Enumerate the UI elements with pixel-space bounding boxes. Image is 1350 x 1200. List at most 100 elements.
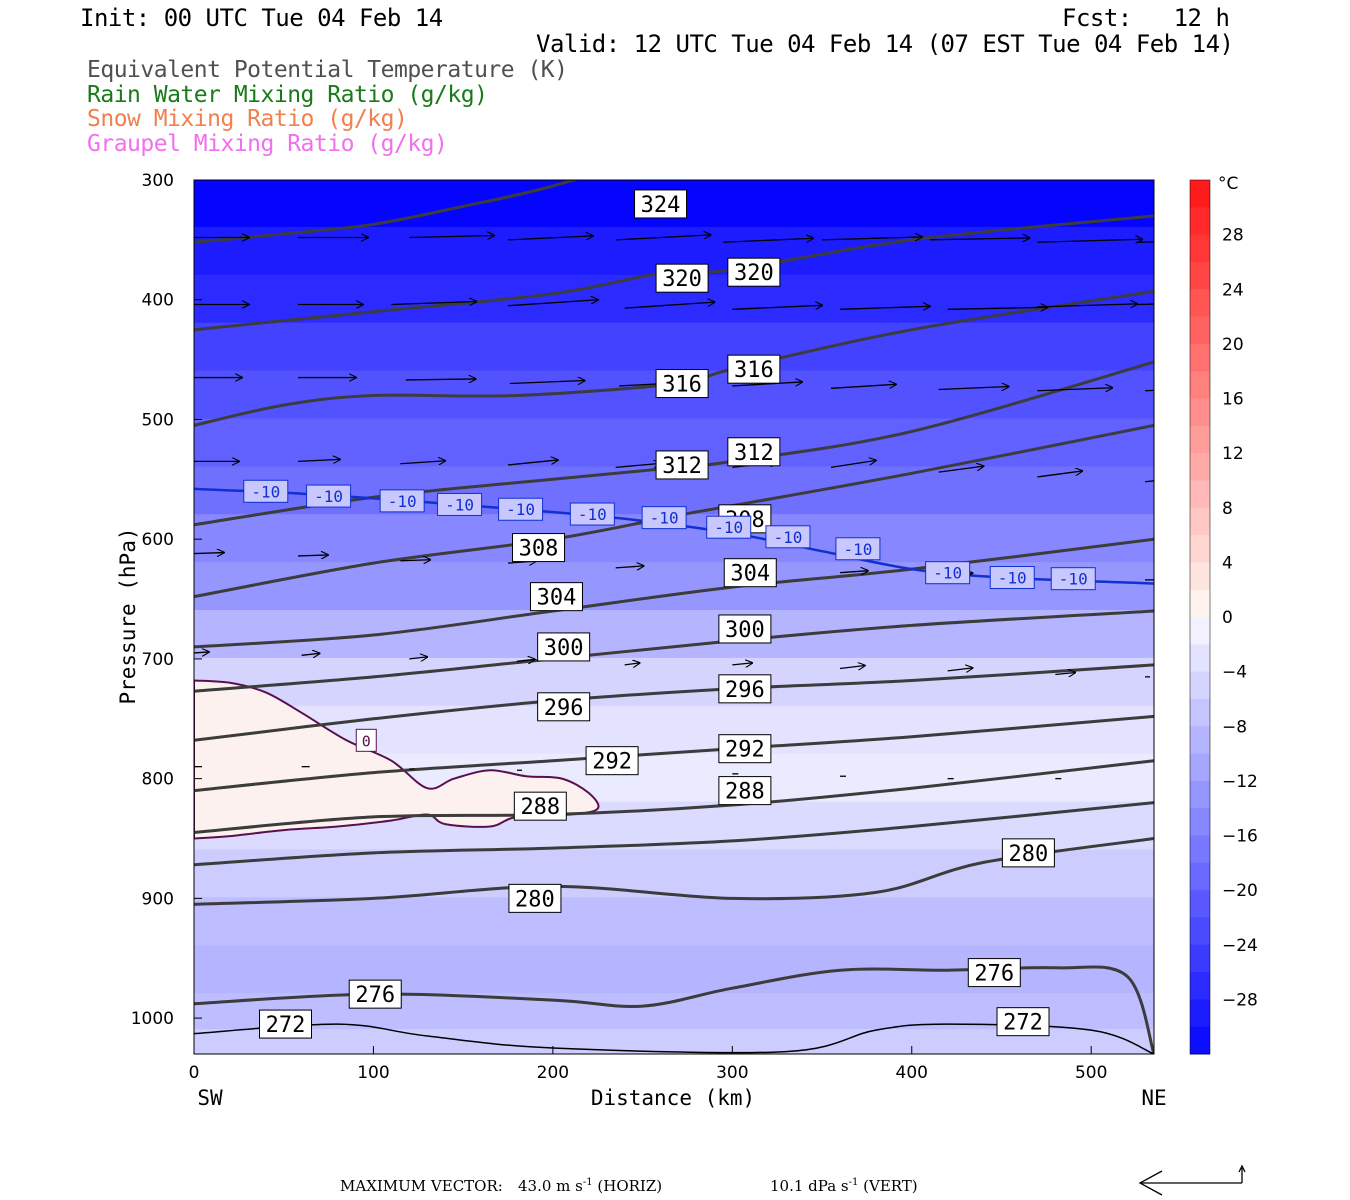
- reference-vector-icon: [1138, 1164, 1246, 1196]
- wind-vector: [615, 463, 661, 468]
- isotherm-label: -10: [445, 495, 474, 514]
- wind-vector: [1037, 388, 1112, 391]
- colorbar-swatch: [1190, 371, 1210, 399]
- x-right-label: NE: [1141, 1086, 1166, 1110]
- wind-vector: [822, 237, 922, 240]
- isotherm-label-box: [765, 525, 811, 549]
- colorbar-unit: °C: [1218, 174, 1238, 194]
- theta-e-label-box: [537, 632, 591, 662]
- colorbar: 28 24 20 16 12 8 4 0 −4 −8 −12 −16 −20 −24 −28: [1189, 179, 1258, 1055]
- isotherm-label-box: [835, 537, 881, 561]
- wind-vector: [1037, 471, 1082, 478]
- theta-e-label-box: [718, 674, 772, 704]
- forecast-hour: Fcst: 12 h: [1062, 4, 1230, 32]
- temperature-band: [194, 1029, 1154, 1054]
- y-tick-label: 700: [142, 650, 174, 670]
- theta-e-label-box: [655, 263, 709, 293]
- colorbar-swatch: [1190, 753, 1210, 782]
- wind-vector: [1037, 304, 1137, 307]
- wind-vector: [1055, 672, 1075, 674]
- colorbar-tick-label: −16: [1222, 827, 1258, 847]
- theta-e-label: 288: [725, 780, 765, 805]
- wind-vector: [400, 560, 430, 561]
- theta-e-label: 316: [734, 358, 774, 383]
- colorbar-swatch: [1190, 316, 1210, 345]
- wind-vector: [400, 461, 445, 464]
- temperature-band: [194, 849, 1154, 900]
- colorbar-tick-label: 16: [1222, 390, 1244, 410]
- wind-vector: [405, 379, 476, 380]
- colorbar-swatch: [1190, 180, 1210, 208]
- axes: 0 100 200 300 400 500 300 400 500 600 700 800 900 100…: [131, 171, 1108, 1083]
- theta-e-label-box: [259, 1009, 313, 1039]
- wind-vector: [947, 668, 973, 671]
- theta-e-label: 292: [725, 738, 765, 763]
- isotherm-label: -10: [314, 487, 343, 506]
- wind-vector: [1037, 239, 1142, 242]
- x-tick-label: 500: [1075, 1063, 1107, 1083]
- colorbar-swatch: [1190, 589, 1210, 618]
- theta-e-label: 304: [730, 562, 770, 587]
- wind-vector: [1144, 480, 1154, 483]
- wind-vector: [507, 460, 558, 466]
- colorbar-tick-label: −8: [1222, 717, 1247, 737]
- theta-e-label: 324: [641, 193, 681, 218]
- x-tick-label: 300: [716, 1063, 748, 1083]
- max-vector-vertical: 10.1 dPa s-1 (VERT): [770, 1177, 918, 1195]
- init-time: Init: 00 UTC Tue 04 Feb 14: [80, 4, 443, 32]
- theta-e-contour-284: [194, 801, 1154, 867]
- wind-vector: [624, 302, 715, 309]
- theta-e-label-box: [727, 257, 781, 287]
- y-tick-label: 600: [142, 530, 174, 550]
- y-tick-label: 300: [142, 171, 174, 191]
- wind-vector: [507, 236, 593, 241]
- temperature-band: [194, 897, 1154, 948]
- colorbar-swatch: [1190, 425, 1210, 454]
- isotherm-label: -10: [998, 568, 1027, 587]
- colorbar-swatch: [1190, 617, 1210, 645]
- isotherm-label-box: [498, 497, 544, 521]
- theta-e-label: 300: [725, 618, 765, 643]
- wind-vector: [615, 235, 711, 241]
- colorbar-swatch: [1190, 780, 1210, 809]
- variable-label-rain: Rain Water Mixing Ratio (g/kg): [87, 82, 488, 108]
- colorbar-tick-label: 28: [1222, 226, 1244, 246]
- wind-vector: [298, 459, 340, 461]
- theta-e-label-box: [718, 776, 772, 806]
- theta-e-contour-296: [194, 663, 1154, 742]
- wind-vector: [732, 663, 752, 665]
- wind-vector: [391, 302, 476, 305]
- colorbar-tick-label: 12: [1222, 444, 1244, 464]
- x-axis-title: Distance (km): [591, 1086, 755, 1110]
- theta-e-label-box: [996, 1007, 1050, 1037]
- isotherm-label: -10: [388, 492, 417, 511]
- variable-label-theta-e: Equivalent Potential Temperature (K): [87, 57, 568, 83]
- colorbar-tick-label: 20: [1222, 335, 1244, 355]
- theta-e-label-box: [1001, 838, 1055, 868]
- colorbar-tick-label: −24: [1222, 936, 1258, 956]
- theta-e-label-box: [348, 979, 402, 1009]
- colorbar-swatch: [1190, 453, 1210, 481]
- colorbar-swatch: [1190, 862, 1210, 891]
- colorbar-swatch: [1190, 562, 1210, 591]
- temperature-band: [194, 322, 1154, 373]
- x-left-label: SW: [197, 1086, 223, 1110]
- wind-vector: [516, 659, 535, 661]
- isotherm-label-box: [243, 479, 289, 503]
- wind-vector: [615, 566, 644, 568]
- y-tick-label: 500: [142, 410, 174, 430]
- colorbar-swatch: [1190, 835, 1210, 864]
- theta-e-label-box: [723, 558, 777, 588]
- wind-vector: [947, 307, 1048, 309]
- wind-vector: [298, 555, 328, 556]
- theta-e-label: 280: [1009, 842, 1049, 867]
- isotherm-label-box: [379, 489, 425, 513]
- x-tick-label: 200: [537, 1063, 569, 1083]
- isotherm-label: -10: [773, 528, 802, 547]
- wind-vector: [194, 652, 209, 653]
- theta-e-label: 304: [537, 586, 577, 611]
- theta-e-contour-316: [194, 289, 1154, 427]
- theta-e-contour-324: [194, 180, 580, 244]
- colorbar-tick-label: 0: [1222, 608, 1233, 628]
